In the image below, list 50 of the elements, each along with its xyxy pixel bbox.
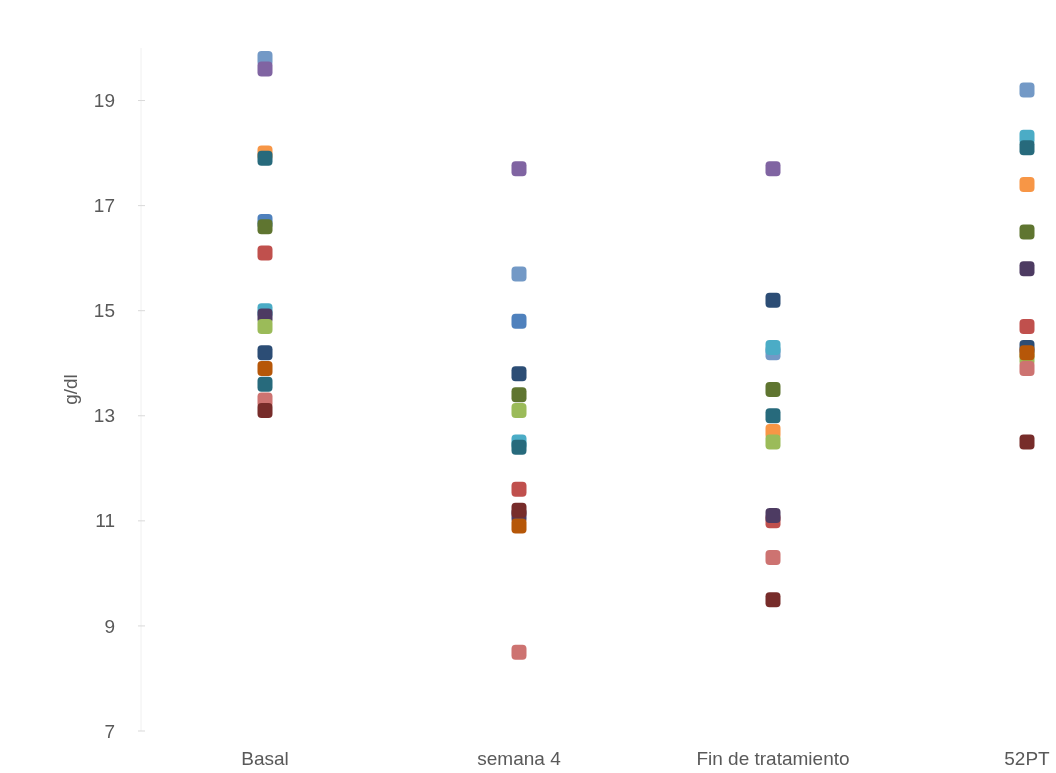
point [511, 387, 527, 403]
x-tick-label: 52PT [1004, 748, 1051, 769]
point [511, 403, 527, 419]
point [1019, 177, 1035, 193]
point [257, 360, 273, 376]
point [765, 292, 781, 308]
y-tick-label: 15 [93, 300, 115, 322]
y-tick-label: 13 [93, 405, 115, 427]
point [257, 245, 273, 261]
point [765, 161, 781, 177]
point [511, 366, 527, 382]
point [511, 518, 527, 534]
point [511, 313, 527, 329]
point [1019, 224, 1035, 240]
y-tick-label: 19 [93, 90, 115, 112]
x-tick-label: semana 4 [477, 748, 562, 769]
point [1019, 261, 1035, 277]
point [511, 481, 527, 497]
point [1019, 434, 1035, 450]
point [765, 339, 781, 355]
x-tick-label: Fin de tratamiento [696, 748, 850, 769]
y-tick-label: 11 [95, 510, 115, 532]
point [257, 150, 273, 166]
point [511, 439, 527, 455]
point [1019, 318, 1035, 334]
point [1019, 140, 1035, 156]
y-axis-title: g/dl [60, 374, 81, 405]
point [1019, 360, 1035, 376]
y-tick-label: 17 [93, 195, 115, 217]
point [765, 434, 781, 450]
point [765, 592, 781, 608]
point [511, 161, 527, 177]
point [765, 508, 781, 524]
point [257, 345, 273, 361]
point [257, 219, 273, 235]
point [511, 644, 527, 660]
y-tick-label: 9 [104, 615, 115, 637]
point [257, 318, 273, 334]
point [1019, 82, 1035, 98]
point [257, 376, 273, 392]
x-tick-label: Basal [241, 748, 289, 769]
point [511, 266, 527, 282]
point [257, 61, 273, 77]
point [765, 408, 781, 424]
y-tick-label: 7 [104, 720, 115, 742]
point [257, 403, 273, 419]
point [511, 502, 527, 518]
point [765, 550, 781, 566]
point [765, 382, 781, 397]
point [1019, 345, 1035, 361]
